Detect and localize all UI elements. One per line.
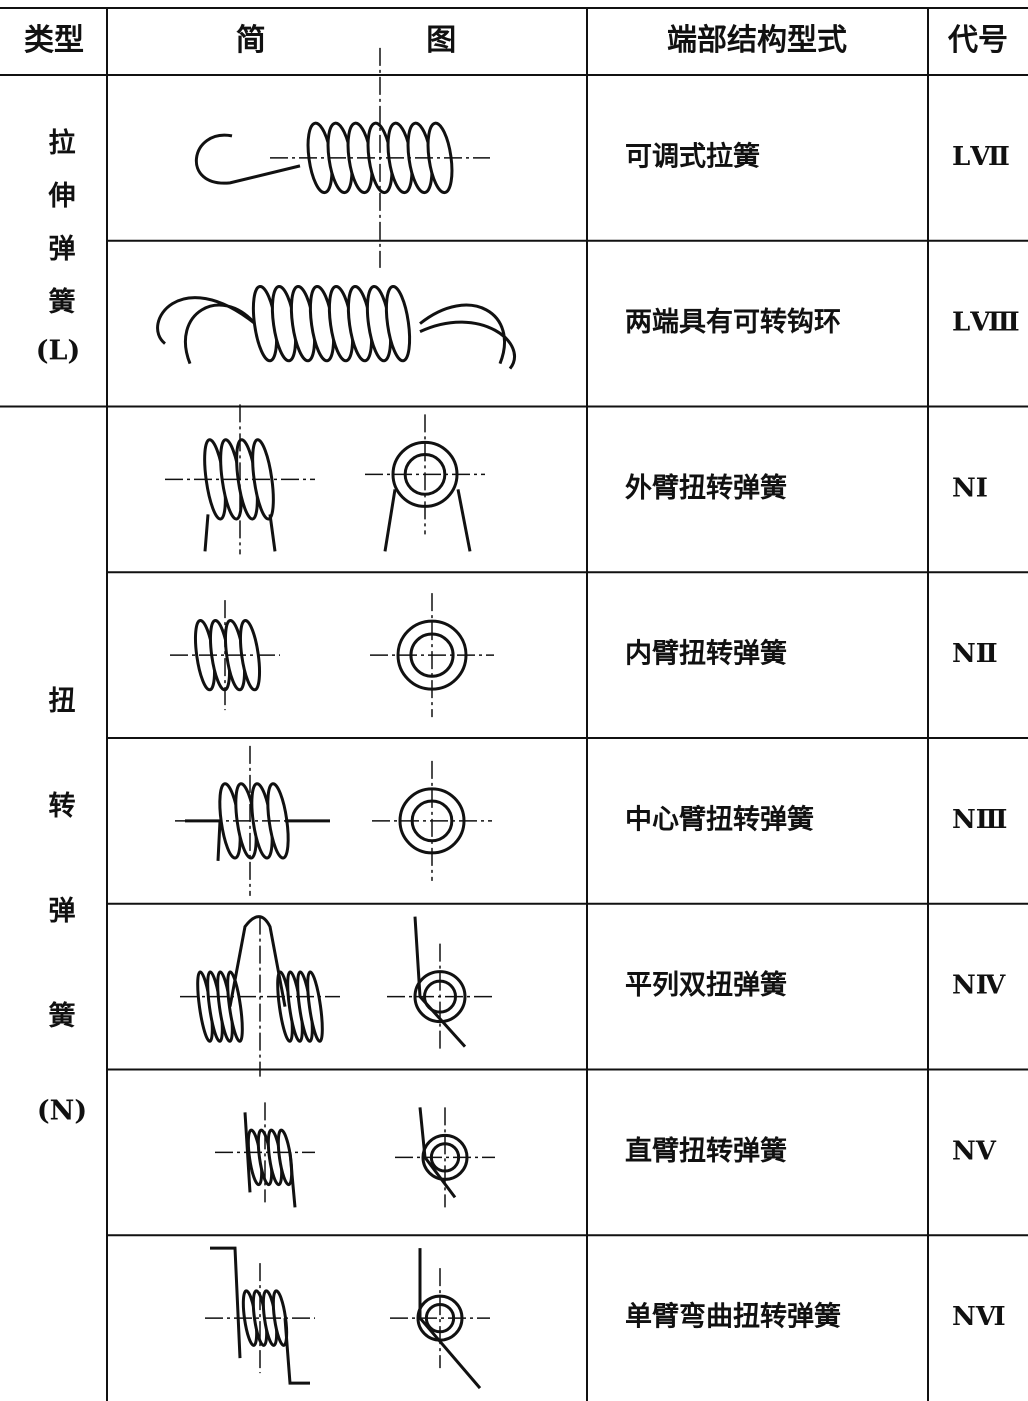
code: LⅧ <box>952 308 1020 338</box>
code: NⅢ <box>952 805 1007 835</box>
end-form: 中心臂扭转弹簧 <box>625 803 814 835</box>
diagrams <box>156 47 516 1390</box>
code: NⅡ <box>952 639 998 669</box>
header-diagram: 简 图 <box>236 23 456 58</box>
wire <box>156 296 257 365</box>
end-form: 外臂扭转弹簧 <box>625 472 787 504</box>
wire <box>203 514 277 552</box>
group-code: (N) <box>37 1096 87 1127</box>
end-form: 两端具有可转钩环 <box>625 307 841 338</box>
coil <box>384 284 412 363</box>
group-code: (L) <box>36 336 81 367</box>
wire <box>418 1107 457 1199</box>
wire <box>413 916 467 1048</box>
end-form: 直臂扭转弹簧 <box>625 1135 787 1167</box>
coil <box>226 970 244 1043</box>
end-form: 可调式拉簧 <box>625 140 760 172</box>
code: NⅠ <box>952 473 988 503</box>
wire <box>419 303 516 370</box>
coil <box>306 970 324 1043</box>
end-form: 内臂扭转弹簧 <box>625 638 787 670</box>
wire <box>418 1248 482 1390</box>
wire <box>228 915 287 1007</box>
header-code: 代号 <box>947 23 1008 58</box>
code: NⅥ <box>952 1302 1006 1332</box>
header-type: 类型 <box>24 23 84 58</box>
code: NⅣ <box>952 971 1006 1001</box>
group-name: 拉伸弹簧 <box>44 127 77 340</box>
wire <box>210 1246 310 1385</box>
wire <box>383 489 472 552</box>
end-form: 单臂弯曲扭转弹簧 <box>625 1301 841 1333</box>
wire <box>194 133 301 185</box>
code: LⅦ <box>952 142 1010 172</box>
table-text: 类型 简 图 端部结构型式 代号 拉伸弹簧 (L) 扭转弹簧 (N) 可调式拉簧… <box>24 23 1020 1333</box>
code: NⅤ <box>952 1136 997 1166</box>
header-end-form: 端部结构型式 <box>667 23 847 58</box>
end-form: 平列双扭弹簧 <box>625 969 787 1001</box>
group-name: 扭转弹簧 <box>44 686 76 1106</box>
